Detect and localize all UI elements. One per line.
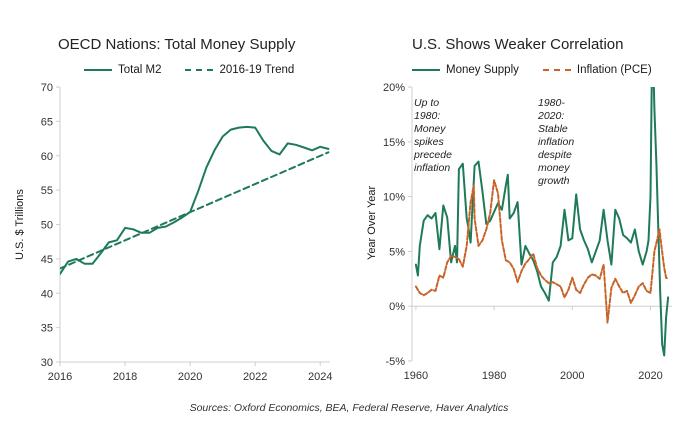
series-line-total-m2 — [60, 125, 330, 275]
x-tick-label: 1980 — [482, 370, 506, 382]
legend-swatch-money-supply — [412, 69, 440, 71]
x-tick-label: 2016 — [48, 371, 72, 383]
y-tick-label: 60 — [41, 151, 53, 163]
right-chart-title: U.S. Shows Weaker Correlation — [412, 36, 624, 53]
y-tick-label: -5% — [385, 356, 405, 368]
legend-swatch-inflation — [542, 69, 571, 71]
y-tick-label: 45 — [41, 254, 53, 266]
source-note: Sources: Oxford Economics, BEA, Federal … — [189, 402, 509, 414]
y-tick-label: 70 — [41, 82, 53, 94]
x-tick-label: 2022 — [243, 371, 267, 383]
series-line-2016-19-trend — [60, 151, 330, 270]
y-tick-label: 20% — [383, 82, 405, 94]
series-line-inflation-pce — [414, 179, 670, 324]
y-tick-label: 50 — [41, 220, 53, 232]
x-tick-label: 2020 — [638, 370, 662, 382]
annotation-up-to-1980: Up to 1980: Money spikes precede inflati… — [414, 97, 452, 175]
x-tick-label: 1960 — [404, 370, 428, 382]
y-tick-label: 65 — [41, 116, 53, 128]
x-tick-label: 2018 — [113, 371, 137, 383]
left-legend: Total M2 2016-19 Trend — [84, 64, 294, 76]
right-legend: Money Supply Inflation (PCE) — [412, 64, 652, 76]
annotation-line: inflation despite — [538, 136, 575, 161]
annotation-line: Up to 1980: Money — [414, 97, 446, 135]
y-tick-label: 35 — [41, 323, 53, 335]
annotation-line: 1980-2020: Stable — [538, 97, 568, 135]
y-tick-label: 0% — [389, 301, 405, 313]
x-tick-label: 2000 — [560, 370, 584, 382]
annotation-line: spikes precede — [414, 136, 452, 161]
annotation-line: money growth — [538, 162, 570, 187]
legend-label-money-supply: Money Supply — [446, 64, 519, 76]
legend-swatch-trend — [185, 69, 214, 71]
x-tick-label: 2024 — [308, 371, 332, 383]
y-tick-label: 30 — [41, 357, 53, 369]
y-tick-label: 10% — [383, 192, 405, 204]
x-tick-label: 2020 — [178, 371, 202, 383]
legend-label-trend: 2016-19 Trend — [219, 64, 295, 76]
legend-label-total-m2: Total M2 — [118, 64, 162, 76]
legend-swatch-total-m2 — [84, 69, 112, 71]
y-tick-label: 5% — [389, 246, 405, 258]
legend-label-inflation: Inflation (PCE) — [576, 64, 652, 76]
series-line-money-supply — [414, 87, 670, 357]
y-tick-label: 40 — [41, 288, 53, 300]
y-tick-label: 15% — [383, 137, 405, 149]
y-tick-label: 55 — [41, 185, 53, 197]
left-chart-title: OECD Nations: Total Money Supply — [58, 36, 296, 53]
annotation-1980-2020: 1980-2020: Stable inflation despite mone… — [538, 97, 574, 188]
annotation-line: inflation — [414, 162, 451, 174]
